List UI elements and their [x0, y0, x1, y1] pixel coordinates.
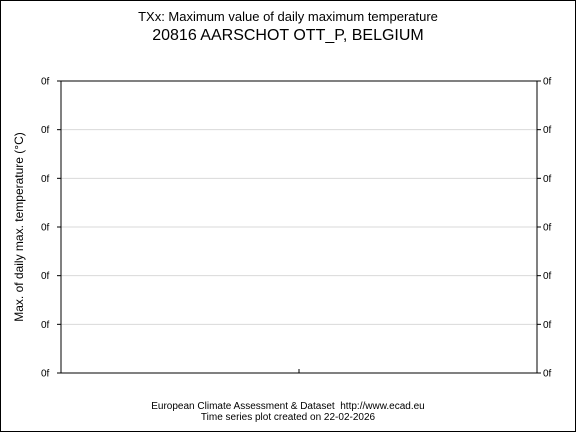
y-tick-label-left: 0f [41, 125, 50, 136]
y-tick-label-right: 0f [543, 125, 552, 136]
y-tick-label-right: 0f [543, 77, 552, 88]
y-tick-label-right: 0f [543, 174, 552, 185]
y-tick-label-right: 0f [543, 271, 552, 282]
y-tick-label-right: 0f [543, 320, 552, 331]
y-tick-label-left: 0f [41, 369, 50, 380]
y-tick-label-right: 0f [543, 223, 552, 234]
footer-source: European Climate Assessment & Dataset ht… [151, 401, 425, 412]
y-tick-label-left: 0f [41, 320, 50, 331]
y-tick-label-left: 0f [41, 77, 50, 88]
y-tick-label-left: 0f [41, 174, 50, 185]
footer-created: Time series plot created on 22-02-2026 [200, 412, 376, 423]
y-tick-label-right: 0f [543, 369, 552, 380]
chart-subtitle: 20816 AARSCHOT OTT_P, BELGIUM [152, 27, 424, 44]
y-tick-label-left: 0f [41, 271, 50, 282]
chart-title: TXx: Maximum value of daily maximum temp… [138, 9, 438, 24]
y-tick-label-left: 0f [41, 223, 50, 234]
plot-area-border [60, 80, 538, 374]
